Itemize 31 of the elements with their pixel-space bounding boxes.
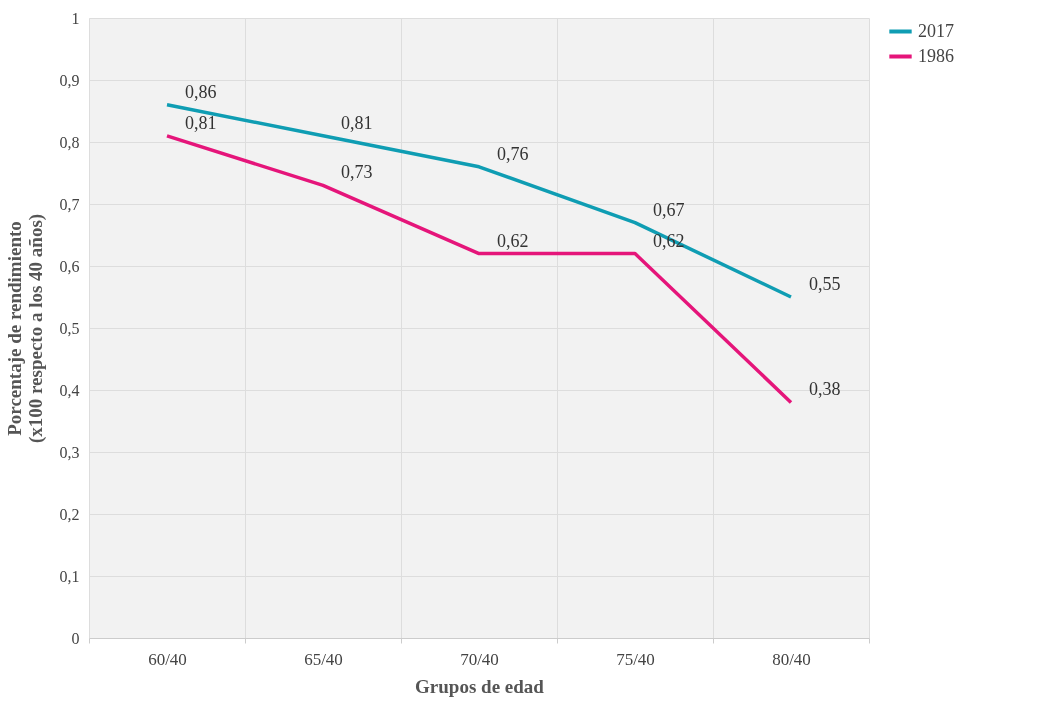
data-label: 0,67 (653, 199, 685, 220)
data-label: 0,73 (341, 162, 373, 183)
x-axis-title: Grupos de edad (415, 675, 545, 697)
line-series (165, 134, 793, 405)
y-tick-label: 0,4 (59, 381, 80, 399)
y-tick-label: 1 (71, 9, 80, 27)
y-tick-label: 0,2 (59, 505, 80, 523)
y-tick-label: 0,1 (59, 567, 80, 585)
x-tick-label: 60/40 (148, 649, 187, 669)
y-tick-label: 0,5 (59, 319, 80, 337)
data-label: 0,38 (809, 379, 841, 400)
data-label: 0,86 (185, 81, 217, 102)
legend-label: 1986 (918, 45, 954, 66)
y-axis-title: Porcentaje de rendimiento (x100 respecto a los 40 años) (3, 213, 47, 444)
y-tick-label: 0,8 (59, 133, 80, 151)
x-tick-label: 70/40 (460, 649, 499, 669)
y-tick-label: 0 (71, 629, 80, 647)
data-label: 0,81 (341, 112, 373, 133)
data-label: 0,55 (809, 274, 841, 294)
y-tick-label: 0,3 (59, 443, 80, 461)
y-tick-label: 0,7 (59, 195, 80, 213)
x-tick-label: 65/40 (304, 649, 343, 669)
x-tick-label: 75/40 (616, 649, 655, 669)
y-tick-label: 0,9 (59, 71, 80, 89)
line-series (165, 103, 793, 299)
data-label: 0,76 (497, 143, 529, 164)
x-tick-label: 80/40 (772, 649, 811, 669)
data-label: 0,62 (497, 230, 529, 251)
data-label: 0,81 (185, 112, 217, 133)
legend-label: 2017 (918, 20, 954, 41)
y-tick-label: 0,6 (59, 257, 80, 275)
